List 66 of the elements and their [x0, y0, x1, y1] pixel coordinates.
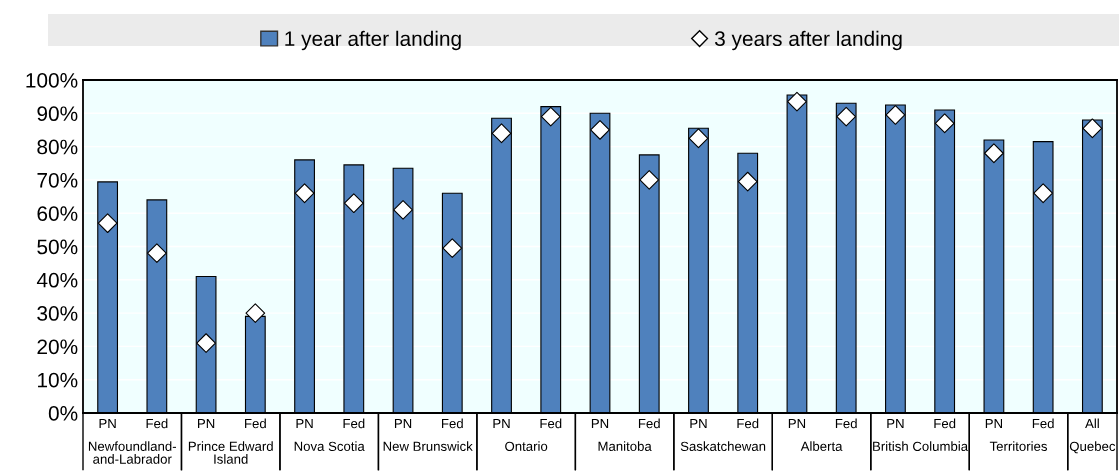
- text: Saskatchewan: [680, 441, 766, 451]
- text: New Brunswick: [383, 441, 473, 451]
- text: Nova Scotia: [294, 441, 365, 451]
- x-tick-label: PN: [690, 419, 707, 429]
- y-tick-label: 0%: [48, 406, 78, 421]
- y-tick-label: 90%: [37, 106, 78, 122]
- text: Quebec: [1069, 441, 1116, 454]
- text: Prince Edward Island: [188, 441, 273, 464]
- x-tick-label: Fed: [245, 418, 266, 429]
- text: Newfoundland- and-Labrador: [88, 441, 177, 464]
- x-tick-label: Fed: [835, 418, 857, 429]
- x-tick-label: PN: [99, 419, 116, 429]
- point: [196, 333, 216, 353]
- x-tick-label: Fed: [540, 418, 562, 429]
- y-tick-label: 30%: [37, 306, 78, 321]
- x-tick-label: PN: [493, 419, 510, 429]
- text: Alberta: [800, 441, 843, 451]
- x-tick-label: Fed: [1032, 418, 1054, 429]
- point: [393, 199, 413, 220]
- x-tick-label: PN: [591, 419, 609, 429]
- point: [1033, 183, 1054, 204]
- point: [442, 238, 463, 259]
- x-tick-label: PN: [394, 419, 412, 429]
- text: Territories: [989, 441, 1048, 451]
- x-tick-label: PN: [887, 419, 904, 429]
- x-tick-label: PN: [198, 419, 215, 429]
- point: [491, 123, 512, 144]
- x-tick-label: Fed: [638, 418, 660, 429]
- point: [590, 120, 610, 140]
- legend-label: 1 year after landing: [285, 30, 461, 51]
- point: [97, 213, 118, 234]
- y-tick-label: 70%: [37, 172, 78, 188]
- x-tick-label: Fed: [343, 418, 365, 429]
- text: Ontario: [505, 441, 548, 451]
- x-tick-label: All: [1085, 418, 1099, 429]
- x-tick-label: Fed: [442, 418, 463, 429]
- point: [885, 105, 906, 125]
- x-tick-label: PN: [985, 419, 1002, 429]
- text: British Columbia: [873, 441, 969, 451]
- x-tick-label: Fed: [934, 418, 956, 429]
- point: [294, 183, 315, 204]
- y-tick-label: 10%: [38, 372, 78, 388]
- x-tick-label: Fed: [737, 418, 759, 429]
- point: [737, 171, 758, 192]
- x-tick-label: PN: [788, 419, 806, 429]
- point: [787, 91, 807, 112]
- point: [146, 243, 167, 264]
- point: [245, 303, 266, 323]
- y-tick-label: 60%: [37, 206, 78, 221]
- point: [984, 143, 1004, 164]
- point: [639, 170, 660, 190]
- point: [540, 106, 561, 127]
- y-tick-label: 40%: [36, 272, 78, 288]
- y-tick-label: 80%: [37, 139, 78, 155]
- y-tick-label: 100%: [26, 73, 78, 88]
- point: [836, 106, 857, 127]
- x-tick-label: Fed: [146, 418, 168, 429]
- point: [1082, 118, 1103, 139]
- point: [934, 113, 955, 134]
- legend-label: 3 years after landing: [714, 30, 902, 51]
- point: [688, 128, 709, 149]
- x-tick-label: PN: [296, 419, 313, 429]
- point: [343, 193, 364, 214]
- y-tick-label: 20%: [37, 339, 78, 355]
- text: Manitoba: [598, 441, 652, 451]
- y-tick-label: 50%: [37, 239, 78, 255]
